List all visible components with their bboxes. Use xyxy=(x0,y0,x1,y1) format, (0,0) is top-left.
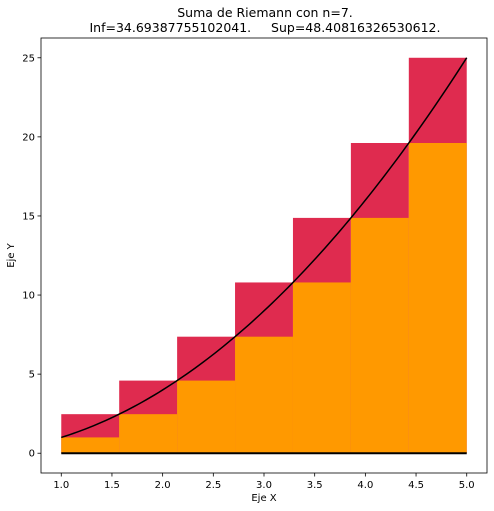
y-axis-label: Eje Y xyxy=(6,242,17,267)
x-tick-label: 4.5 xyxy=(408,480,424,491)
lower-bar xyxy=(408,142,467,454)
y-tick-label: 25 xyxy=(22,53,35,64)
lower-bar xyxy=(292,282,351,454)
x-tick-label: 5.0 xyxy=(459,480,475,491)
x-tick-label: 1.0 xyxy=(53,480,69,491)
x-tick-label: 2.0 xyxy=(155,480,171,491)
y-tick-label: 10 xyxy=(22,291,35,302)
lower-bar xyxy=(350,217,409,454)
lower-bar xyxy=(177,380,236,454)
x-tick-label: 2.5 xyxy=(205,480,221,491)
y-tick-label: 5 xyxy=(29,370,35,381)
lower-bar xyxy=(119,414,178,454)
y-tick-label: 0 xyxy=(29,449,35,460)
lower-bar xyxy=(235,336,293,454)
x-axis-ticks: 1.0 1.5 2.0 2.5 3.0 3.5 4.0 4.5 5.0 xyxy=(53,473,475,491)
y-axis-ticks: 0 5 10 15 20 25 xyxy=(22,53,41,460)
x-tick-label: 3.0 xyxy=(256,480,272,491)
x-tick-label: 4.0 xyxy=(357,480,373,491)
chart-subtitle: Inf=34.69387755102041. Sup=48.4081632653… xyxy=(89,20,440,35)
function-curve xyxy=(61,57,468,439)
y-tick-label: 15 xyxy=(22,211,35,222)
lower-sum-bars xyxy=(61,142,467,454)
x-axis-label: Eje X xyxy=(251,493,276,504)
y-tick-label: 20 xyxy=(22,132,35,143)
chart-title: Suma de Riemann con n=7. xyxy=(177,5,353,20)
x-tick-label: 3.5 xyxy=(307,480,323,491)
lower-bar xyxy=(61,437,120,454)
x-tick-label: 1.5 xyxy=(104,480,120,491)
